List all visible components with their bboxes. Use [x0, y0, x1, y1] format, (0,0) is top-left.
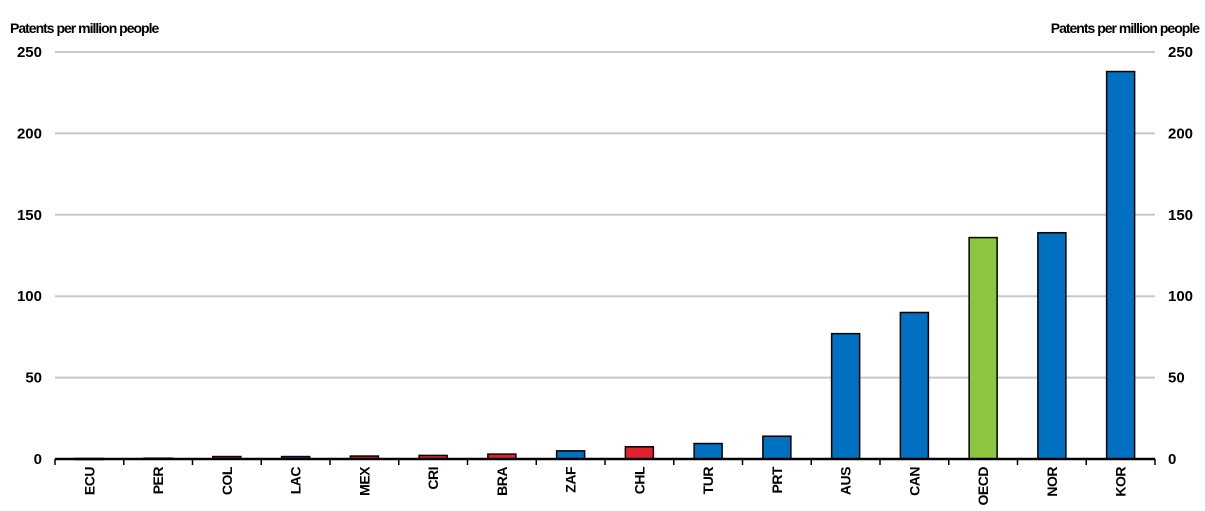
y-tick-label-left: 50 [25, 370, 42, 387]
bar-prt [762, 435, 792, 460]
x-tick-label-ecu: ECU [81, 467, 97, 495]
x-tick-label-col: COL [219, 466, 235, 495]
y-tick-label-right: 200 [1168, 125, 1193, 142]
bar-kor [1105, 70, 1136, 460]
bar-aus [830, 332, 861, 460]
y-tick-label-left: 100 [17, 288, 42, 305]
x-tick-label-nor: NOR [1044, 467, 1060, 497]
x-tick-label-lac: LAC [288, 467, 304, 495]
x-tick-label-kor: KOR [1113, 467, 1129, 497]
x-tick-label-chl: CHL [631, 466, 647, 494]
x-tick-label-aus: AUS [838, 467, 854, 495]
bar-nor [1037, 231, 1067, 460]
x-tick-label-mex: MEX [356, 466, 372, 496]
y-tick-label-right: 0 [1168, 451, 1176, 468]
y-tick-label-right: 250 [1168, 44, 1193, 61]
y-axis-title-right: Patents per million people [1050, 20, 1200, 36]
y-axis-title-left: Patents per million people [10, 20, 159, 36]
x-tick-label-zaf: ZAF [563, 466, 579, 493]
y-tick-label-right: 100 [1168, 288, 1193, 305]
y-tick-label-left: 200 [17, 125, 42, 142]
bar-can [899, 311, 930, 460]
y-tick-label-left: 0 [34, 451, 42, 468]
bar-chl [624, 446, 655, 460]
y-tick-label-left: 150 [17, 207, 42, 224]
x-tick-label-oecd: OECD [975, 467, 991, 506]
x-tick-label-can: CAN [906, 467, 922, 496]
x-tick-label-tur: TUR [700, 467, 716, 495]
y-tick-label-right: 150 [1168, 207, 1193, 224]
y-tick-label-left: 250 [17, 44, 42, 61]
bar-tur [693, 442, 723, 460]
x-tick-label-bra: BRA [494, 467, 510, 496]
bar-oecd [968, 236, 998, 460]
x-tick-label-prt: PRT [769, 466, 785, 493]
x-tick-label-cri: CRI [425, 467, 441, 490]
y-tick-label-right: 50 [1168, 370, 1185, 387]
x-tick-label-per: PER [150, 467, 166, 495]
